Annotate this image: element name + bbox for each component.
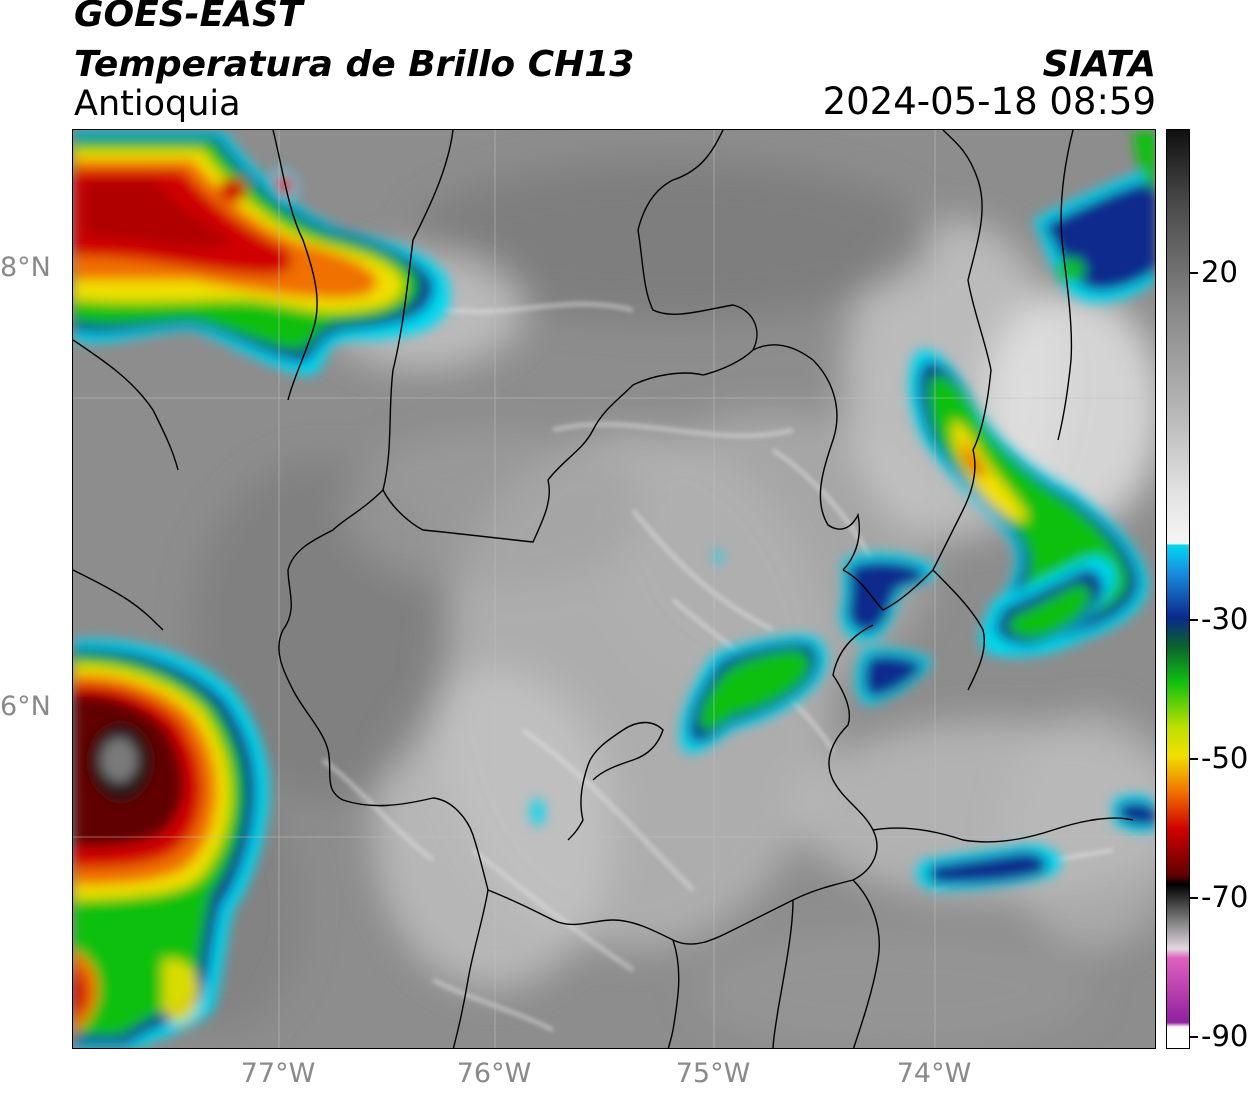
- lat-label-8n: 8°N: [0, 252, 51, 283]
- colorbar-label-minus90: -90: [1201, 1019, 1249, 1053]
- colorbar-label-minus70: -70: [1201, 880, 1249, 914]
- colorbar-tick-minus70: [1190, 897, 1198, 899]
- satellite-title: GOES-EAST: [74, 0, 303, 35]
- colorbar-tick-minus90: [1190, 1036, 1198, 1038]
- colorbar-tick-minus50: [1190, 758, 1198, 760]
- colorbar-tick-minus30: [1190, 619, 1198, 621]
- lon-label-74w: 74°W: [896, 1058, 972, 1089]
- lat-label-6n: 6°N: [0, 691, 51, 722]
- colorbar-canvas: [1167, 130, 1189, 1048]
- lon-label-75w: 75°W: [675, 1058, 751, 1089]
- colorbar-gradient: [1167, 130, 1189, 1048]
- lon-label-76w: 76°W: [456, 1058, 532, 1089]
- cloud-left-lower: [73, 639, 270, 1048]
- region-label: Antioquia: [74, 84, 241, 124]
- graticule: [73, 130, 1155, 1048]
- lon-label-77w: 77°W: [240, 1058, 316, 1089]
- admin-boundaries: [73, 130, 1134, 1048]
- colorbar-tick-20: [1190, 272, 1198, 274]
- colorbar-label-minus30: -30: [1201, 602, 1249, 636]
- cloud-center: [271, 169, 1062, 890]
- temperature-colorbar: [1166, 129, 1190, 1049]
- gray-texture: [143, 160, 1155, 1048]
- timestamp-label: 2024-05-18 08:59: [822, 80, 1156, 123]
- product-title: Temperatura de Brillo CH13: [74, 44, 635, 85]
- map-canvas: [73, 130, 1155, 1048]
- cloud-right: [908, 130, 1155, 832]
- satellite-map: [72, 129, 1156, 1049]
- colorbar-label-20: 20: [1201, 255, 1238, 289]
- colorbar-label-minus50: -50: [1201, 741, 1249, 775]
- agency-label: SIATA: [1042, 44, 1156, 85]
- cloud-top-left: [73, 130, 451, 376]
